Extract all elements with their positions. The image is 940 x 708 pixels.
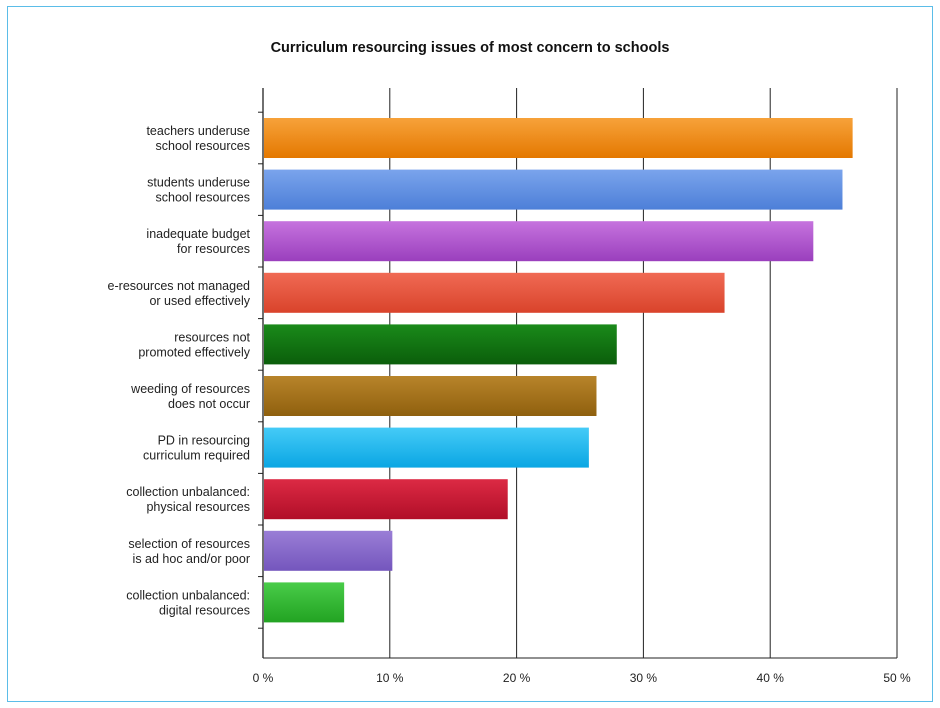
category-label: resources not promoted effectively	[138, 330, 250, 359]
bar	[264, 169, 843, 210]
x-tick-label: 20 %	[503, 671, 531, 685]
x-tick-label: 50 %	[883, 671, 911, 685]
category-label: e-resources not managed or used effective…	[108, 279, 251, 308]
category-label: weeding of resources does not occur	[130, 382, 250, 411]
bar	[264, 324, 617, 365]
bar	[264, 376, 597, 416]
x-tick-label: 0 %	[253, 671, 274, 685]
bar	[264, 530, 393, 571]
bar	[264, 221, 814, 262]
bar	[264, 479, 508, 520]
category-label: teachers underuse school resources	[146, 124, 250, 153]
bar	[264, 427, 589, 468]
category-label: students underuse school resources	[147, 176, 250, 205]
category-label: PD in resourcing curriculum required	[143, 434, 250, 463]
x-tick-label: 40 %	[757, 671, 785, 685]
bar	[264, 272, 725, 313]
x-tick-label: 10 %	[376, 671, 404, 685]
x-tick-label: 30 %	[630, 671, 658, 685]
bar	[264, 118, 853, 158]
chart-title: Curriculum resourcing issues of most con…	[270, 40, 670, 56]
category-label: collection unbalanced: digital resources	[126, 588, 250, 617]
category-label: selection of resources is ad hoc and/or p…	[128, 537, 250, 566]
category-label: collection unbalanced: physical resources	[126, 485, 250, 514]
bar	[264, 582, 345, 623]
category-label: inadequate budget for resources	[146, 227, 250, 256]
